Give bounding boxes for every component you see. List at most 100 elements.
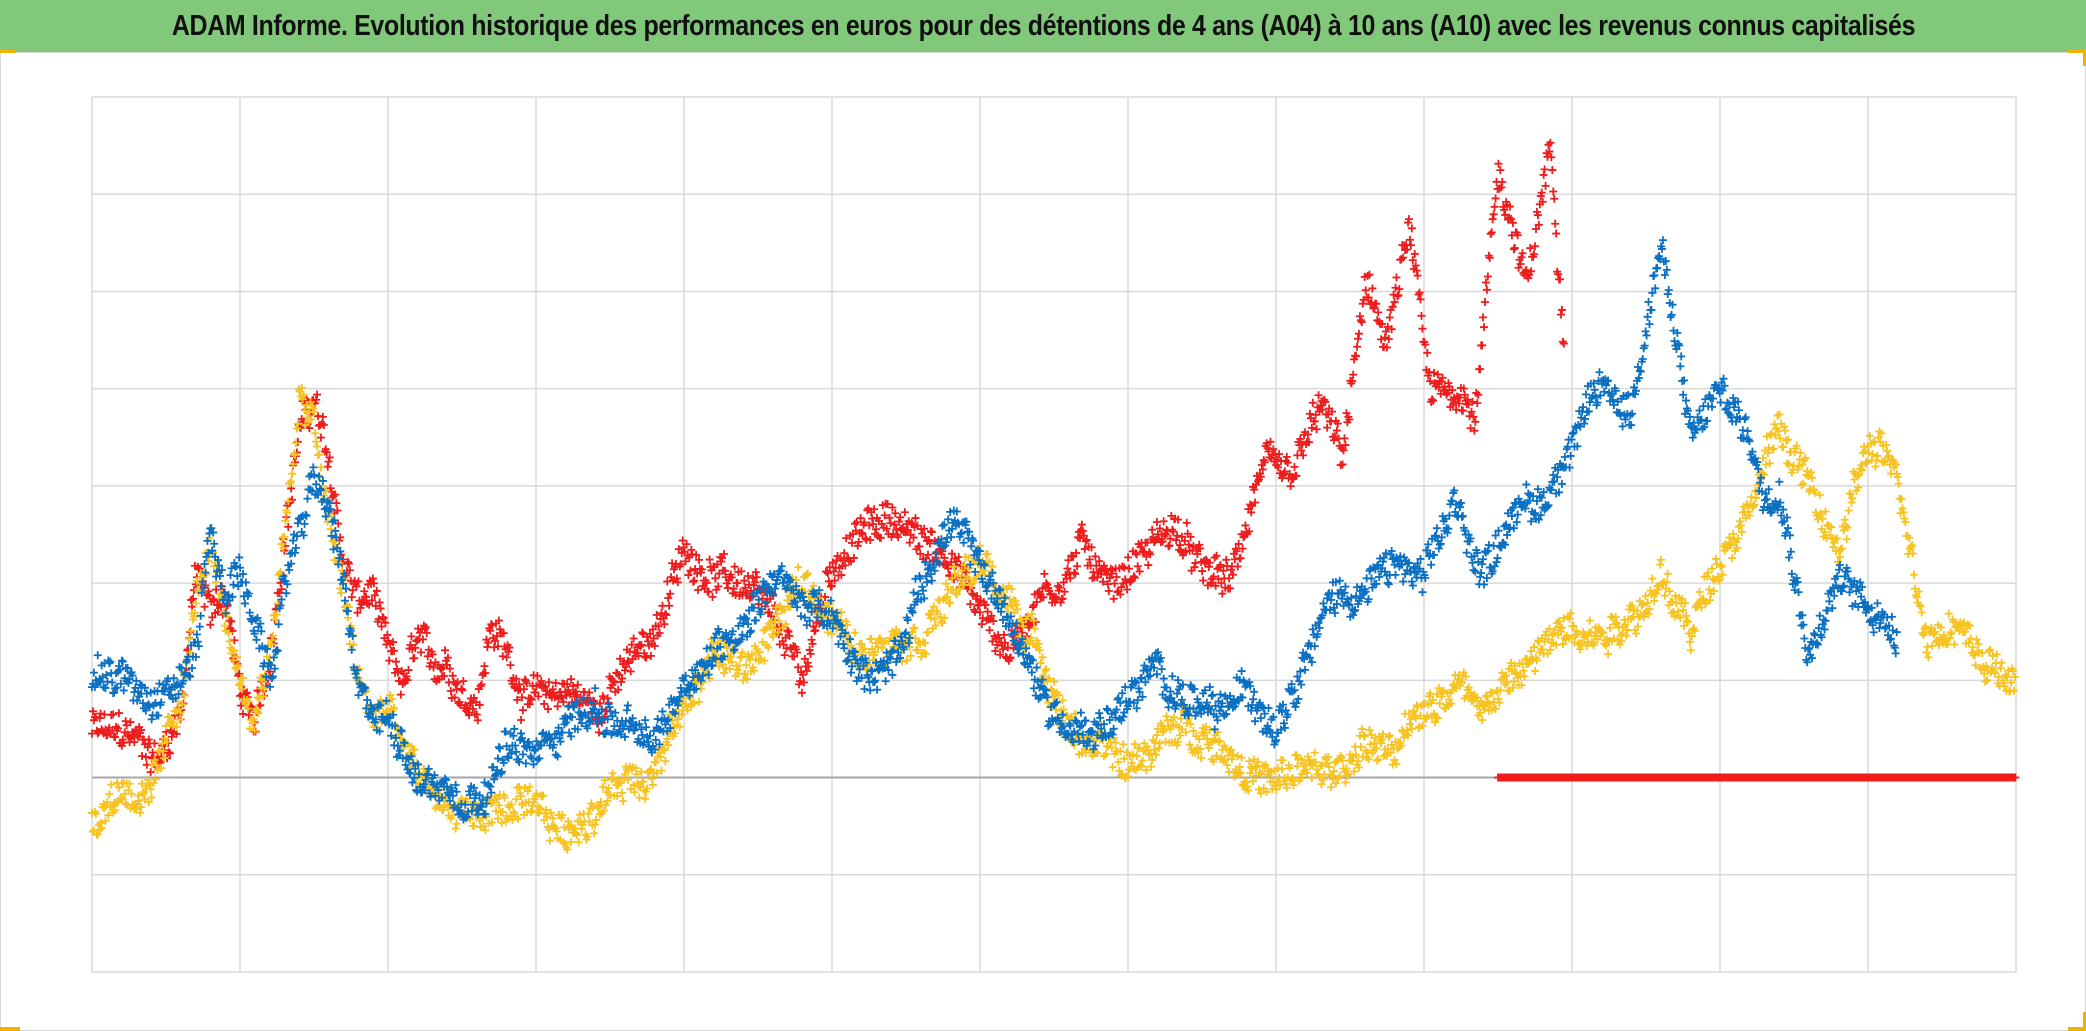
red-point xyxy=(1539,170,1548,179)
red-point xyxy=(1077,520,1086,529)
yellow-point xyxy=(913,646,922,655)
yellow-point xyxy=(1798,460,1807,469)
blue-point xyxy=(124,678,133,687)
yellow-point xyxy=(1317,780,1326,789)
yellow-point xyxy=(1660,591,1669,600)
red-point xyxy=(1467,407,1476,416)
yellow-point xyxy=(1827,523,1836,532)
yellow-point xyxy=(1578,639,1587,648)
blue-point xyxy=(1457,512,1466,521)
blue-point xyxy=(1150,663,1159,672)
blue-point xyxy=(1314,618,1323,627)
blue-point xyxy=(1460,526,1469,535)
red-point xyxy=(1163,526,1172,535)
yellow-point xyxy=(1374,755,1383,764)
yellow-point xyxy=(1146,749,1155,758)
blue-point xyxy=(1462,548,1471,557)
yellow-point xyxy=(1352,750,1361,759)
blue-point xyxy=(969,536,978,545)
blue-point xyxy=(335,554,344,563)
yellow-point xyxy=(186,648,195,657)
yellow-point xyxy=(187,626,196,635)
blue-point xyxy=(843,656,852,665)
blue-point xyxy=(995,585,1004,594)
blue-point xyxy=(1391,570,1400,579)
red-point xyxy=(1415,288,1424,297)
yellow-point xyxy=(1749,502,1758,511)
red-point xyxy=(915,542,924,551)
yellow-point xyxy=(594,802,603,811)
blue-point xyxy=(89,668,98,677)
yellow-point xyxy=(1111,738,1120,747)
yellow-point xyxy=(1641,592,1650,601)
red-point xyxy=(324,457,333,466)
red-point xyxy=(247,703,256,712)
yellow-point xyxy=(1985,647,1994,656)
yellow-point xyxy=(1519,666,1528,675)
corner-accent-bottom-right xyxy=(2068,1027,2086,1031)
red-point xyxy=(1274,463,1283,472)
yellow-point xyxy=(185,634,194,643)
red-point xyxy=(694,586,703,595)
yellow-point xyxy=(1372,744,1381,753)
yellow-point xyxy=(1868,450,1877,459)
blue-point xyxy=(177,664,186,673)
yellow-point xyxy=(1613,636,1622,645)
red-point xyxy=(1217,579,1226,588)
red-point xyxy=(1209,572,1218,581)
yellow-point xyxy=(1871,462,1880,471)
yellow-point xyxy=(1763,449,1772,458)
yellow-point xyxy=(1752,493,1761,502)
yellow-point xyxy=(1844,506,1853,515)
red-point xyxy=(566,690,575,699)
red-point xyxy=(693,569,702,578)
red-point xyxy=(1292,471,1301,480)
red-point xyxy=(1193,550,1202,559)
red-point xyxy=(1226,584,1235,593)
red-point xyxy=(242,688,251,697)
yellow-point xyxy=(1546,645,1555,654)
blue-point xyxy=(274,620,283,629)
red-point xyxy=(383,630,392,639)
yellow-point xyxy=(488,818,497,827)
red-point xyxy=(692,550,701,559)
red-point xyxy=(847,538,856,547)
red-point xyxy=(708,592,717,601)
blue-point xyxy=(630,725,639,734)
red-point xyxy=(652,610,661,619)
yellow-point xyxy=(1846,489,1855,498)
blue-point xyxy=(293,519,302,528)
blue-point xyxy=(861,654,870,663)
red-point xyxy=(823,569,832,578)
blue-point xyxy=(894,648,903,657)
red-point xyxy=(505,643,514,652)
blue-point xyxy=(157,698,166,707)
yellow-point xyxy=(103,798,112,807)
blue-point xyxy=(1212,712,1221,721)
red-point xyxy=(1190,563,1199,572)
yellow-point xyxy=(276,567,285,576)
yellow-point xyxy=(1151,738,1160,747)
blue-point xyxy=(277,595,286,604)
yellow-point xyxy=(546,808,555,817)
red-point xyxy=(1131,549,1140,558)
blue-point xyxy=(1081,716,1090,725)
red-point xyxy=(1352,352,1361,361)
red-point xyxy=(1000,638,1009,647)
yellow-point xyxy=(532,789,541,798)
blue-point xyxy=(776,566,785,575)
red-point xyxy=(1039,593,1048,602)
red-point xyxy=(1487,228,1496,237)
blue-point xyxy=(642,723,651,732)
yellow-point xyxy=(755,648,764,657)
yellow-point xyxy=(1685,637,1694,646)
yellow-point xyxy=(312,437,321,446)
red-point xyxy=(1478,341,1487,350)
blue-point xyxy=(347,645,356,654)
yellow-point xyxy=(1745,511,1754,520)
blue-point xyxy=(1251,717,1260,726)
red-point xyxy=(1559,339,1568,348)
blue-point xyxy=(495,744,504,753)
blue-point xyxy=(1174,676,1183,685)
red-point xyxy=(370,591,379,600)
